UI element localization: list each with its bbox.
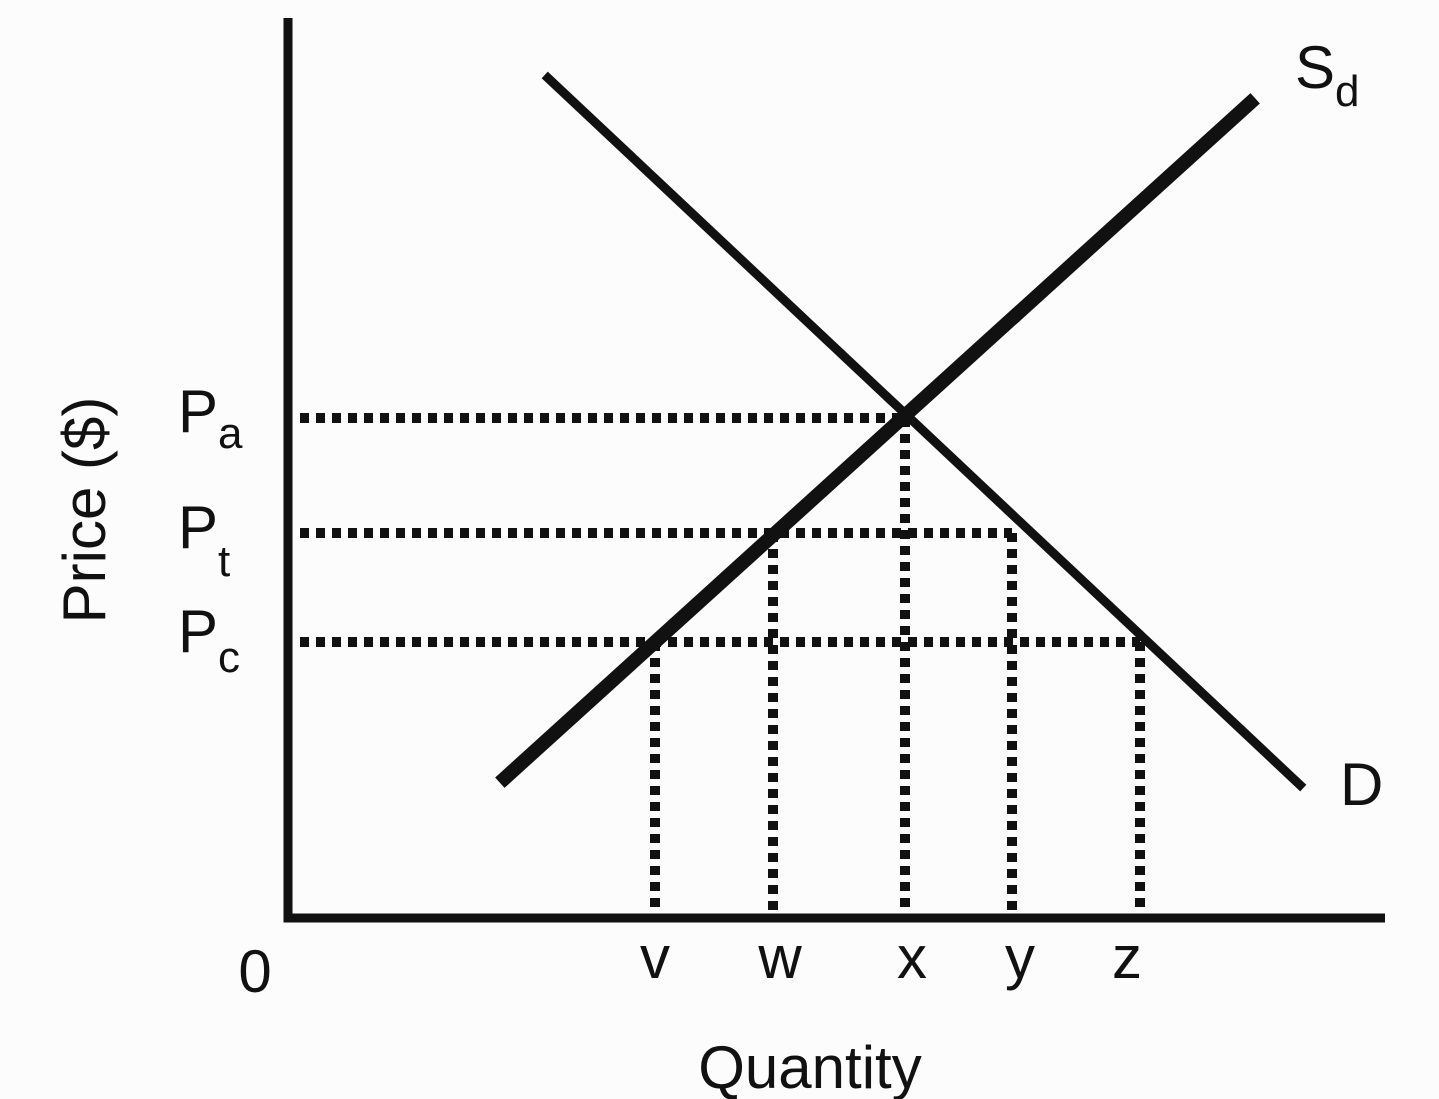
quantity-label: x — [897, 924, 927, 991]
quantity-label: y — [1005, 924, 1035, 991]
price-label: Pa — [178, 378, 243, 458]
supply-sub: d — [1335, 67, 1359, 116]
demand-curve — [541, 71, 1307, 792]
quantity-label: v — [640, 924, 670, 991]
guides — [300, 413, 1145, 914]
price-main: P — [178, 598, 218, 665]
x-axis-label: Quantity — [698, 1034, 921, 1099]
price-main: P — [178, 494, 218, 561]
quantity-label: z — [1112, 924, 1142, 991]
price-sub: c — [218, 633, 240, 682]
price-label: Pc — [178, 598, 240, 682]
price-main: P — [178, 378, 218, 445]
price-label: Pt — [178, 494, 230, 586]
quantity-label: w — [757, 924, 802, 991]
price-sub: t — [218, 537, 230, 586]
demand-label: D — [1340, 751, 1383, 818]
origin-label: 0 — [238, 938, 271, 1005]
supply-curve — [495, 93, 1260, 788]
axes — [283, 18, 1385, 923]
y-axis-label: Price ($) — [51, 397, 118, 624]
supply-main: S — [1295, 34, 1335, 101]
price-sub: a — [218, 409, 243, 458]
supply-label: Sd — [1295, 34, 1360, 116]
